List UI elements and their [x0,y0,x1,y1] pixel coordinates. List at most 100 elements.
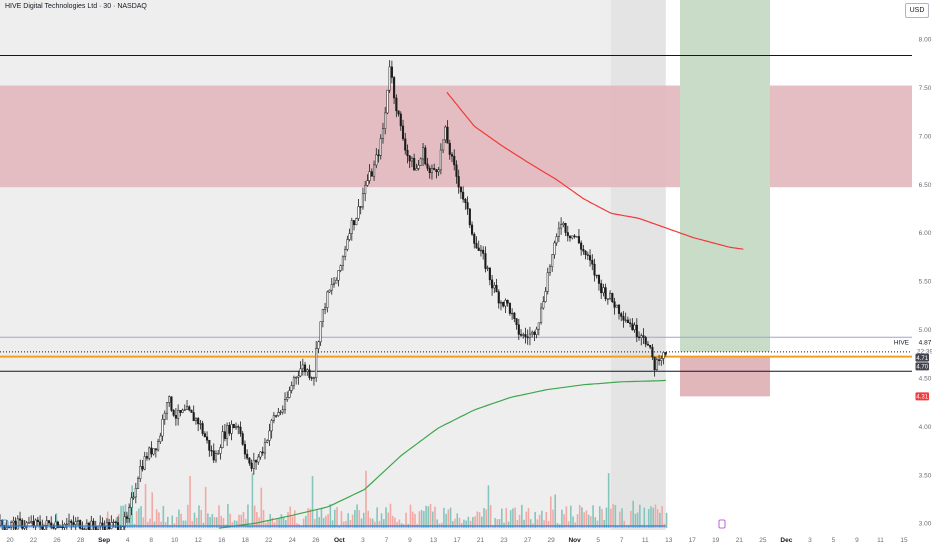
time-axis-tick: 21 [736,537,744,544]
candle-body [7,526,10,529]
volume-bar [229,513,231,528]
volume-bar [585,510,588,528]
volume-bar [240,514,243,528]
volume-bar [193,512,196,528]
volume-bar [610,508,612,528]
candle-body [597,275,601,284]
price-axis-tick: 5.50 [919,279,932,286]
candle-body [629,322,632,324]
volume-bar [209,517,211,528]
volume-bar [291,516,294,528]
time-axis-tick: 20 [6,537,14,544]
candle-body [515,318,518,326]
candle-body [348,233,351,240]
candle-body [593,263,596,276]
volume-bar [222,518,225,528]
volume-bar [213,517,216,528]
candle-body [459,186,462,193]
candle-body [384,112,387,129]
symbol-label: HIVE [894,340,910,347]
candle-body [232,424,235,429]
candle-body [217,453,220,455]
volume-bar [554,494,557,528]
candle-body [609,293,612,299]
volume-bar [661,506,663,528]
candle-body [491,279,494,289]
volume-bar [527,508,530,528]
candle-body [573,235,576,237]
candle-body [252,460,255,469]
candle-body [355,218,358,226]
volume-bar [253,505,256,528]
candle-body [370,171,373,177]
currency-button[interactable]: USD [905,3,929,18]
candle-body [194,418,197,422]
candle-body [548,266,552,273]
volume-bar [487,485,490,528]
candle-body [174,415,177,419]
candle-body [617,304,621,314]
volume-bar [242,511,245,528]
candle-body [595,274,598,277]
volume-bar [612,503,614,528]
volume-bar [434,506,436,528]
volume-bar [309,508,312,528]
volume-bar [563,514,565,528]
volume-bar [467,516,470,528]
volume-bar [215,517,218,528]
candle-body [346,239,349,250]
candle-body [586,254,589,256]
time-axis-tick: 27 [524,537,532,544]
time-axis-tick: 7 [620,537,624,544]
candle-body [488,267,491,281]
candle-body [464,198,467,203]
candle-body [239,426,242,434]
volume-bar [474,516,476,528]
volume-bar [494,518,496,528]
volume-bar [218,505,220,528]
volume-bar [269,513,272,528]
candle-body [130,497,133,508]
candle-body [295,377,298,379]
volume-bar [202,522,205,528]
candle-body [658,359,661,361]
candle-body [283,399,287,411]
volume-bar [411,511,414,528]
volume-bar [443,507,445,528]
volume-bar [153,521,156,528]
volume-bar [327,514,329,528]
volume-bar [380,513,383,528]
volume-bar [282,517,285,528]
volume-bar [480,516,483,528]
candle-body [330,284,333,291]
volume-bar [146,521,149,528]
history-shade [0,0,611,530]
volume-bar [521,504,523,528]
candle-body [248,457,251,464]
candle-body [439,149,442,171]
candle-body [319,321,322,343]
volume-bar [543,520,545,528]
volume-bar [607,473,610,528]
candle-body [513,312,516,319]
candle-body [446,126,449,144]
volume-bar [538,514,541,528]
candle-body [172,410,175,416]
candle-body [375,154,378,166]
volume-bar [452,521,454,528]
volume-bar [351,514,354,528]
candle-body [112,521,115,524]
volume-bar [82,526,84,528]
volume-bar [238,514,240,528]
volume-bar [478,512,481,528]
candle-body [649,344,652,348]
volume-bar [614,505,617,528]
time-axis-tick: 17 [689,537,697,544]
candle-body [324,307,327,310]
candle-body [437,169,440,173]
volume-bar [138,508,140,528]
candle-body [43,524,46,530]
volume-bar [182,520,185,528]
level-a-label: 4.71 [916,356,928,362]
